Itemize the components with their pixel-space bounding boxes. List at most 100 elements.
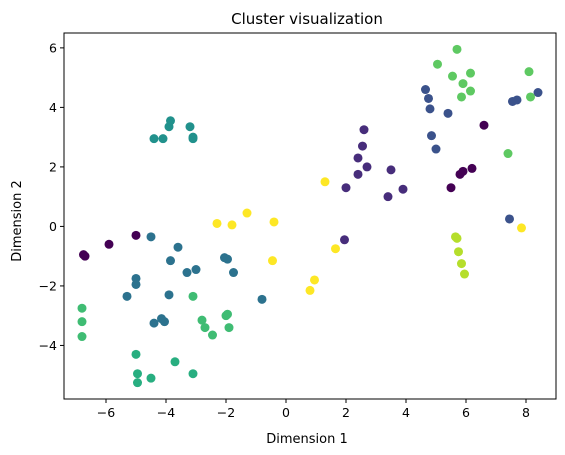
scatter-point — [517, 223, 526, 233]
y-tick-label: 2 — [49, 159, 57, 174]
scatter-point — [173, 242, 183, 252]
scatter-point — [133, 369, 142, 379]
scatter-point — [131, 349, 141, 359]
scatter-point — [229, 268, 238, 278]
plot-frame — [63, 32, 557, 400]
y-tick-label: −2 — [39, 278, 57, 293]
scatter-point — [149, 318, 159, 328]
scatter-point — [533, 88, 543, 98]
data-points — [77, 44, 543, 388]
scatter-point — [457, 259, 466, 269]
y-tick-label: 4 — [49, 100, 57, 115]
scatter-point — [467, 163, 477, 173]
scatter-point — [358, 141, 367, 151]
scatter-point — [79, 250, 88, 260]
scatter-point — [224, 323, 234, 333]
y-tick-label: −4 — [39, 338, 57, 353]
scatter-point — [452, 233, 462, 243]
scatter-point — [353, 153, 363, 163]
scatter-point — [362, 162, 372, 172]
scatter-point — [133, 378, 142, 388]
scatter-point — [359, 125, 369, 135]
scatter-point — [131, 230, 141, 240]
scatter-point — [269, 217, 279, 227]
scatter-point — [512, 95, 522, 105]
scatter-point — [331, 244, 340, 254]
y-tick-label: 6 — [49, 40, 57, 55]
scatter-point — [479, 120, 489, 130]
scatter-point — [268, 256, 277, 266]
scatter-point — [425, 104, 435, 114]
scatter-point — [200, 323, 210, 333]
scatter-point — [524, 67, 534, 77]
scatter-point — [466, 68, 475, 78]
x-tick-label: 6 — [462, 405, 470, 420]
scatter-point — [457, 92, 466, 102]
scatter-point — [160, 317, 169, 327]
scatter-point — [460, 269, 469, 279]
scatter-point — [104, 239, 114, 249]
scatter-point — [166, 116, 175, 126]
scatter-point — [77, 317, 87, 327]
scatter-point — [242, 208, 252, 218]
x-tick-label: 8 — [522, 405, 530, 420]
scatter-point — [223, 309, 232, 319]
scatter-point — [188, 291, 198, 301]
scatter-point — [191, 265, 201, 275]
scatter-point — [220, 253, 229, 263]
x-tick-label: 4 — [402, 405, 410, 420]
scatter-point — [170, 357, 180, 367]
x-tick-label: −2 — [217, 405, 235, 420]
x-axis-label: Dimension 1 — [266, 432, 348, 447]
scatter-point — [526, 92, 535, 102]
scatter-point — [149, 134, 159, 144]
scatter-point — [212, 218, 222, 228]
y-axis-label: Dimension 2 — [10, 180, 25, 262]
scatter-point — [164, 290, 174, 300]
scatter-point — [433, 59, 442, 69]
scatter-point — [77, 303, 87, 313]
scatter-point — [122, 291, 132, 301]
scatter-point — [257, 294, 267, 304]
scatter-point — [446, 183, 456, 193]
scatter-point — [320, 177, 330, 187]
scatter-point — [353, 169, 363, 179]
scatter-point — [458, 79, 468, 89]
scatter-point — [146, 232, 156, 242]
scatter-point — [188, 132, 198, 142]
scatter-point — [185, 122, 195, 132]
scatter-point — [227, 220, 237, 230]
scatter-point — [386, 165, 396, 175]
scatter-point — [182, 268, 192, 278]
x-tick-label: −6 — [97, 405, 115, 420]
scatter-point — [131, 279, 141, 289]
scatter-point — [427, 131, 436, 141]
x-tick-label: 2 — [342, 405, 350, 420]
scatter-point — [424, 93, 433, 103]
scatter-point — [340, 235, 349, 245]
scatter-point — [443, 108, 453, 118]
scatter-point — [454, 247, 463, 257]
scatter-point — [208, 330, 217, 340]
scatter-point — [503, 149, 513, 159]
y-tick-label: 0 — [49, 219, 57, 234]
scatter-point — [383, 192, 393, 202]
y-axis-ticks: −4 −2 0 2 4 6 — [39, 40, 64, 353]
scatter-point — [305, 285, 315, 295]
scatter-point — [166, 256, 175, 266]
scatter-point — [146, 373, 156, 383]
scatter-point — [77, 332, 87, 342]
scatter-point — [452, 44, 462, 54]
x-tick-label: 0 — [282, 405, 290, 420]
scatter-point — [341, 183, 351, 193]
x-axis-ticks: −6 −4 −2 0 2 4 6 8 — [97, 399, 530, 420]
scatter-point — [431, 144, 441, 154]
scatter-point — [421, 85, 430, 95]
scatter-point — [505, 214, 514, 224]
scatter-point — [310, 275, 319, 285]
chart-title: Cluster visualization — [231, 10, 383, 28]
x-tick-label: −4 — [157, 405, 175, 420]
scatter-point — [188, 369, 198, 379]
scatter-point — [466, 86, 475, 96]
